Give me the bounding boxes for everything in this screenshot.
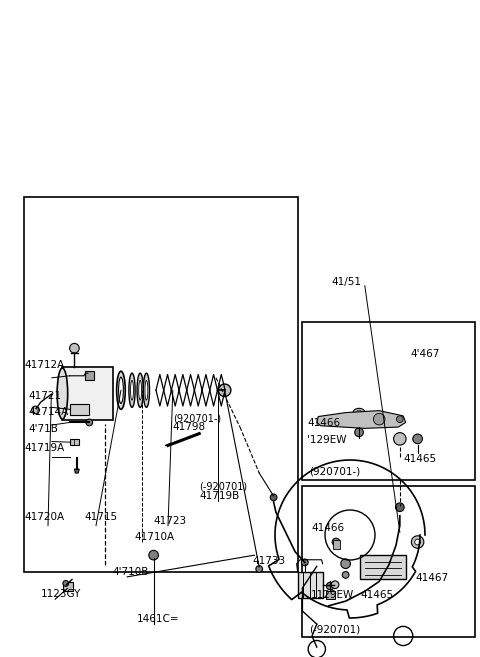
Circle shape [342,572,349,578]
Ellipse shape [137,373,143,407]
Bar [333,540,340,549]
Text: 4'71B: 4'71B [29,424,59,434]
Text: 41719A: 41719A [24,443,64,453]
Text: 4'467: 4'467 [410,350,440,359]
Circle shape [396,416,403,422]
Text: (-920701): (-920701) [199,482,247,491]
Polygon shape [74,469,79,473]
Text: (920701-): (920701-) [173,413,221,423]
Circle shape [415,539,420,545]
Text: '129EW: '129EW [307,435,347,445]
Bar [24,197,298,572]
Ellipse shape [117,371,125,409]
Text: 41/51: 41/51 [331,277,361,287]
Circle shape [331,581,339,589]
Circle shape [70,344,79,353]
Ellipse shape [131,380,133,400]
Text: 41714A: 41714A [29,407,69,417]
Text: 41719B: 41719B [199,491,240,501]
Circle shape [411,536,424,548]
Bar [360,555,406,579]
Circle shape [270,494,277,501]
Bar [298,572,323,598]
Text: 41733: 41733 [252,556,285,566]
Circle shape [373,413,385,425]
Circle shape [256,566,263,572]
Bar [63,582,73,591]
Ellipse shape [129,373,135,407]
Bar [62,367,113,420]
Bar [302,322,475,480]
Text: 41465: 41465 [360,590,393,600]
Ellipse shape [143,373,150,407]
Circle shape [301,559,308,566]
Text: 41720A: 41720A [24,512,64,522]
Text: 41466: 41466 [307,418,340,428]
Text: 1129EW: 1129EW [311,590,354,600]
Text: (920701-): (920701-) [310,467,361,477]
Circle shape [86,419,93,426]
Text: 41465: 41465 [403,454,436,464]
Text: 41467: 41467 [415,574,448,583]
Ellipse shape [119,377,123,403]
Bar [326,591,335,599]
Circle shape [396,503,404,512]
Ellipse shape [57,368,68,419]
Ellipse shape [353,409,365,417]
Text: (-920701): (-920701) [310,625,361,635]
Bar [85,371,94,380]
Circle shape [149,551,158,560]
Circle shape [63,581,69,586]
Text: 4'710B: 4'710B [113,567,149,577]
Circle shape [413,434,422,443]
Ellipse shape [139,380,142,400]
Circle shape [218,384,231,396]
Text: 41798: 41798 [173,422,206,432]
Text: 1123GY: 1123GY [41,589,81,599]
Text: 41715: 41715 [84,512,117,522]
Ellipse shape [145,380,148,400]
Circle shape [394,433,406,445]
Text: 41712A: 41712A [24,360,64,370]
Circle shape [332,538,340,546]
Text: 41721: 41721 [29,391,62,401]
Bar [70,404,89,415]
Circle shape [357,410,361,415]
Text: 41710A: 41710A [134,532,175,542]
Circle shape [32,406,39,414]
Bar [70,439,79,445]
Bar [302,486,475,637]
Circle shape [355,428,363,437]
Text: 41723: 41723 [154,516,187,526]
Polygon shape [317,411,406,428]
Text: 1461C=: 1461C= [137,614,180,624]
Text: 41466: 41466 [311,524,344,533]
Circle shape [341,559,350,568]
Circle shape [326,582,334,590]
